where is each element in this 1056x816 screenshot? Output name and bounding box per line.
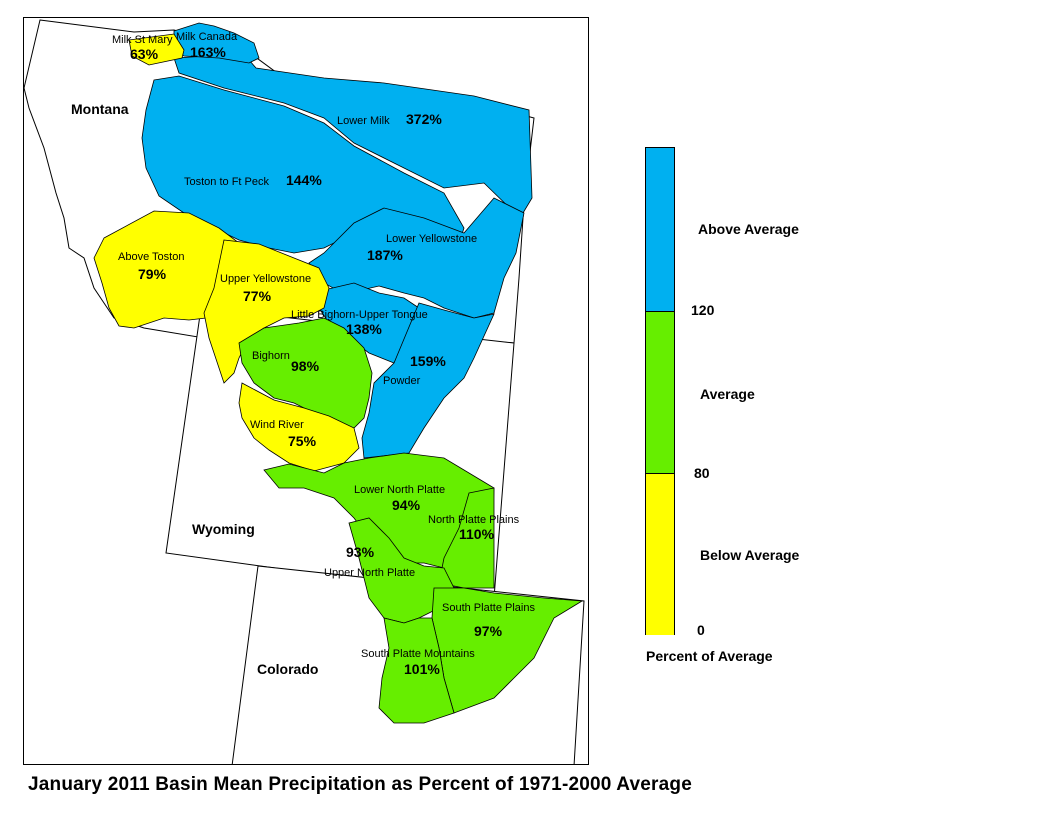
basin-percent-lower-milk: 372% xyxy=(406,111,442,127)
legend-swatch-average xyxy=(646,311,674,474)
state-label-montana: Montana xyxy=(71,101,129,117)
legend-swatch-above xyxy=(646,148,674,311)
legend-caption: Percent of Average xyxy=(646,648,773,664)
basin-name-wind-river: Wind River xyxy=(250,419,304,431)
basin-name-north-platte-plains: North Platte Plains xyxy=(428,514,520,526)
basin-percent-milk-st-mary: 63% xyxy=(130,46,159,62)
basin-name-powder: Powder xyxy=(383,375,421,387)
basin-percent-milk-canada: 163% xyxy=(190,44,226,60)
legend-label-below: Below Average xyxy=(700,547,800,563)
basin-percent-south-platte-mountains: 101% xyxy=(404,661,440,677)
basin-percent-upper-yellowstone: 77% xyxy=(243,288,272,304)
legend-tick-120: 120 xyxy=(691,302,715,318)
basin-polygon-south-platte-mountains xyxy=(378,617,455,724)
legend-colorbar xyxy=(645,147,675,635)
basin-percent-powder: 159% xyxy=(410,353,446,369)
map-panel: Montana Wyoming Colorado Milk St Mary 63… xyxy=(23,17,589,765)
state-label-colorado: Colorado xyxy=(257,661,318,677)
basin-percent-above-toston: 79% xyxy=(138,266,167,282)
basin-polygon-powder xyxy=(361,302,495,459)
basin-percent-little-bighorn-upper-tongue: 138% xyxy=(346,321,382,337)
basin-percent-south-platte-plains: 97% xyxy=(474,623,503,639)
basin-name-bighorn: Bighorn xyxy=(252,350,290,362)
legend-label-above: Above Average xyxy=(698,221,799,237)
basin-percent-wind-river: 75% xyxy=(288,433,317,449)
basin-percent-north-platte-plains: 110% xyxy=(459,526,495,542)
basin-name-above-toston: Above Toston xyxy=(118,251,184,263)
legend-tick-0: 0 xyxy=(697,622,705,638)
basin-name-milk-canada: Milk Canada xyxy=(176,31,238,43)
basin-polygon-above-toston xyxy=(93,210,240,329)
basin-map: Montana Wyoming Colorado Milk St Mary 63… xyxy=(24,19,585,764)
basin-polygon-milk-st-mary xyxy=(128,33,185,66)
basin-percent-toston-ft-peck: 144% xyxy=(286,172,322,188)
legend-label-average: Average xyxy=(700,386,755,402)
basin-polygon-bighorn xyxy=(238,317,373,429)
basin-percent-upper-north-platte: 93% xyxy=(346,544,375,560)
basin-name-upper-north-platte: Upper North Platte xyxy=(324,567,415,579)
legend-tick-80: 80 xyxy=(694,465,710,481)
basin-polygon-lower-milk xyxy=(173,53,533,219)
basin-name-milk-st-mary: Milk St Mary xyxy=(112,34,173,46)
basin-name-south-platte-plains: South Platte Plains xyxy=(442,602,535,614)
basin-name-south-platte-mountains: South Platte Mountains xyxy=(361,648,475,660)
basin-percent-lower-north-platte: 94% xyxy=(392,497,421,513)
basin-name-upper-yellowstone: Upper Yellowstone xyxy=(220,273,311,285)
state-label-wyoming: Wyoming xyxy=(192,521,255,537)
basin-name-lower-north-platte: Lower North Platte xyxy=(354,484,445,496)
basin-name-lower-yellowstone: Lower Yellowstone xyxy=(386,233,477,245)
basin-name-toston-ft-peck: Toston to Ft Peck xyxy=(184,176,269,188)
legend-swatch-below xyxy=(646,473,674,635)
map-title: January 2011 Basin Mean Precipitation as… xyxy=(28,774,692,795)
basin-percent-bighorn: 98% xyxy=(291,358,320,374)
basin-name-little-bighorn-upper-tongue: Little Bighorn-Upper Tongue xyxy=(291,309,428,321)
basin-polygon-wind-river xyxy=(238,382,360,472)
basin-name-lower-milk: Lower Milk xyxy=(337,115,390,127)
basin-percent-lower-yellowstone: 187% xyxy=(367,247,403,263)
